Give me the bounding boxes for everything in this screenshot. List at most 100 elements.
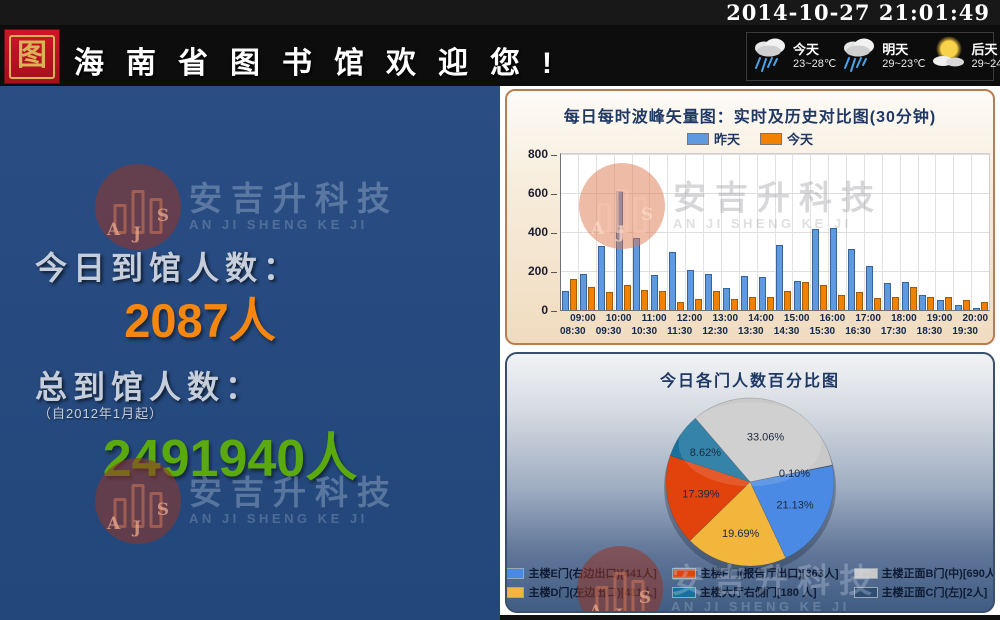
bar-今天-18:30 [927, 297, 935, 310]
legend-item-door-c: 主楼正面C门(左)[2人] [853, 584, 993, 600]
pie-label-8.62: 8.62% [690, 447, 721, 459]
today-count-value: 2087人 [124, 294, 276, 347]
bar-昨天-14:30 [776, 244, 784, 310]
legend-item-yesterday: 昨天 [686, 129, 740, 148]
datetime-display: 2014-10-27 21:01:49 [726, 0, 990, 25]
bar-昨天-11:30 [669, 252, 677, 310]
bar-昨天-09:00 [579, 273, 587, 310]
legend-item-door-b: 主楼正面B门(中)[690人] [853, 565, 993, 581]
today-count-label: 今日到馆人数： [35, 250, 302, 286]
bar-昨天-10:30 [633, 237, 641, 310]
today-swatch [760, 132, 782, 145]
bottom-strip [500, 615, 1000, 620]
bar-今天-15:00 [802, 281, 810, 310]
bar-chart-title: 每日每时波峰矢量图：实时及历史对比图(30分钟) [563, 109, 937, 126]
hall-door-swatch [671, 586, 696, 598]
door-c-swatch [853, 586, 878, 598]
bar-chart-legend: 昨天 今天 [507, 129, 993, 148]
bar-昨天-19:30 [955, 305, 963, 310]
charts-area: 每日每时波峰矢量图：实时及历史对比图(30分钟) 昨天 今天 0 200 400 60… [500, 86, 1000, 620]
bar-chart-x-axis: 09:00 10:00 11:00 12:00 13:00 14:00 15:00 16:00… [560, 313, 989, 337]
bar-今天-12:30 [712, 290, 720, 310]
weather-item-day-after: 后天 29~24℃ [926, 34, 1000, 79]
bar-昨天-12:00 [687, 270, 695, 310]
pie-chart-title: 今日各门人数百分比图 [659, 373, 840, 390]
weather-day-label: 今天 [793, 41, 820, 57]
rain-icon [749, 34, 791, 79]
bar-今天-18:00 [909, 286, 917, 310]
pie-label-19.69: 19.69% [722, 528, 760, 540]
bar-昨天-10:00 [615, 191, 623, 310]
pie-chart-panel: 今日各门人数百分比图 33.06% 0.10% 21.13% 19.69% 17.39%… [505, 352, 995, 613]
bar-今天-13:30 [748, 297, 756, 310]
bar-昨天-13:00 [722, 287, 730, 310]
visitor-stats-panel: A J S 安吉升科技 AN JI SHENG KE JI 今日到馆人数： 20… [0, 86, 500, 620]
bar-今天-19:00 [945, 297, 953, 310]
door-b-swatch [853, 567, 878, 579]
weather-panel: 今天 23~28℃ 明天 [746, 32, 1000, 81]
bar-chart-y-axis: 0 200 400 600 800 [513, 147, 557, 317]
bar-今天-16:30 [855, 292, 863, 310]
yesterday-swatch [686, 132, 709, 145]
library-seal-icon: 图 [9, 34, 55, 79]
watermark-en: AN JI SHENG KE JI [189, 216, 368, 232]
pie-label-17.39: 17.39% [682, 488, 720, 500]
legend-item-door-e: 主楼E门(右边出口)[441人] [507, 565, 657, 581]
bar-昨天-15:30 [812, 229, 820, 310]
door-d-swatch [507, 586, 525, 598]
total-count-value: 2491940人 [102, 430, 358, 488]
bar-昨天-11:00 [651, 274, 659, 310]
bar-昨天-18:00 [901, 281, 909, 310]
bar-昨天-13:30 [740, 275, 748, 310]
legend-item-today: 今天 [760, 129, 813, 148]
bar-今天-16:00 [838, 295, 846, 310]
pie-label-33.06: 33.06% [747, 432, 785, 444]
bar-chart-plot [560, 153, 990, 311]
bar-今天-12:00 [695, 299, 703, 310]
bar-昨天-08:30 [561, 290, 569, 310]
bar-今天-08:30 [569, 278, 577, 310]
header: 图 海南省图书馆欢迎您! 今天 [0, 25, 1000, 86]
legend-item-door-f: 主楼F门(报告厅出口)[363人] [671, 565, 839, 581]
weather-item-today: 今天 23~28℃ [747, 34, 836, 79]
ajs-watermark: A J S 安吉升科技 AN JI SHENG KE JI [95, 164, 399, 250]
bar-今天-17:30 [891, 297, 899, 310]
weather-day-label: 后天 [971, 41, 998, 57]
bar-今天-15:30 [820, 284, 828, 310]
bar-今天-09:00 [587, 286, 595, 310]
door-e-swatch [507, 567, 525, 579]
library-logo: 图 [4, 29, 60, 84]
weather-temp: 29~23℃ [882, 57, 926, 70]
legend-item-hall-door: 主楼大厅右侧门[180 人] [671, 584, 839, 600]
bar-昨天-15:00 [794, 280, 802, 310]
watermark-en: AN JI SHENG KE JI [189, 510, 368, 526]
total-count-label: 总到馆人数： [35, 369, 264, 405]
bar-今天-20:00 [981, 302, 989, 310]
bar-昨天-19:00 [937, 300, 945, 310]
bar-昨天-14:00 [758, 276, 766, 310]
bar-昨天-20:00 [973, 308, 981, 310]
bar-今天-17:00 [873, 298, 881, 310]
bar-今天-10:00 [623, 284, 631, 310]
bar-今天-14:00 [766, 297, 774, 310]
bar-chart-panel: 每日每时波峰矢量图：实时及历史对比图(30分钟) 昨天 今天 0 200 400 60… [505, 89, 995, 345]
bar-今天-11:30 [677, 302, 685, 310]
bar-昨天-17:00 [865, 266, 873, 310]
bar-今天-14:30 [784, 290, 792, 310]
watermark-cn: 安吉升科技 [189, 180, 399, 218]
bar-昨天-16:00 [830, 228, 838, 310]
pie-label-21.13: 21.13% [776, 500, 814, 512]
total-count-note: （自2012年1月起） [38, 406, 164, 421]
weather-item-tomorrow: 明天 29~23℃ [836, 34, 926, 79]
bar-昨天-16:30 [847, 248, 855, 310]
door-percentage-pie: 33.06% 0.10% 21.13% 19.69% 17.39% 8.62% [664, 397, 836, 573]
bar-昨天-18:30 [919, 295, 927, 310]
bar-今天-09:30 [605, 292, 613, 310]
weather-day-label: 明天 [882, 41, 909, 57]
bar-今天-10:30 [641, 289, 649, 310]
sun-cloud-icon [928, 34, 970, 79]
titlebar: 2014-10-27 21:01:49 [0, 0, 1000, 25]
pie-label-0.1: 0.10% [779, 468, 810, 480]
door-f-swatch [671, 567, 696, 579]
